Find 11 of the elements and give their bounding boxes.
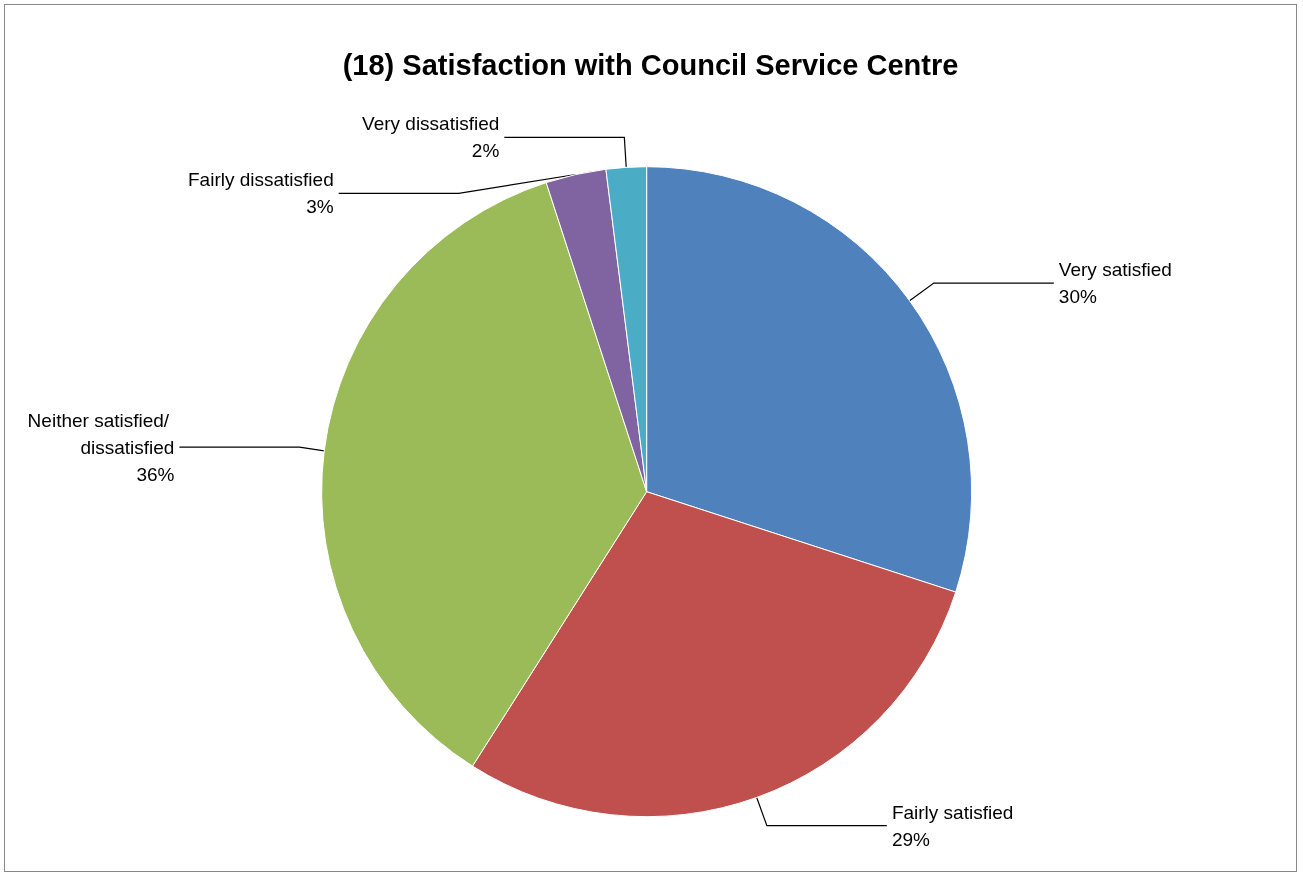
data-label: 3% <box>306 196 334 218</box>
slice-label: Very satisfied <box>1058 259 1172 281</box>
slice-label: Neither satisfied/ dissatisfied <box>27 409 175 458</box>
slice-label: Fairly dissatisfied <box>187 169 334 191</box>
data-label: 29% <box>891 828 931 850</box>
data-label: 36% <box>136 463 175 485</box>
chart-title: (18) Satisfaction with Council Service Centre <box>342 48 959 81</box>
data-label: 2% <box>471 140 500 162</box>
data-label: 30% <box>1058 286 1097 308</box>
slice-label: Very dissatisfied <box>362 113 500 135</box>
slice-label: Fairly satisfied <box>891 801 1014 823</box>
